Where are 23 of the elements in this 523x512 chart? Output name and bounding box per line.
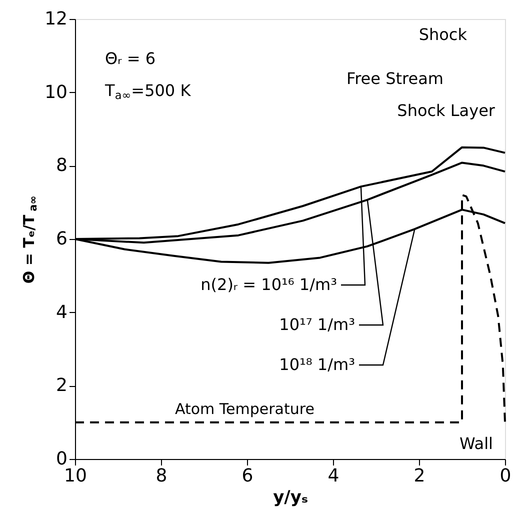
- x-tick-label: 2: [414, 466, 426, 486]
- series-label: Atom Temperature: [175, 400, 314, 418]
- y-tick-label: 4: [56, 302, 68, 323]
- annotation: Θᵣ = 6: [105, 49, 156, 68]
- text: 10¹⁷ 1/m³: [279, 315, 355, 334]
- x-tick-label: 4: [328, 466, 340, 486]
- y-axis-title: Θ = Tₑ/Ta∞: [20, 196, 40, 284]
- y-tick-label: 8: [56, 155, 68, 176]
- annotation: Free Stream: [346, 69, 444, 88]
- y-tick-label: 2: [56, 375, 68, 396]
- y-tick-label: 6: [56, 228, 68, 250]
- y-tick-label: 0: [56, 448, 68, 470]
- text: n(2)ᵣ = 10¹⁶ 1/m³: [200, 275, 337, 294]
- text: 10¹⁸ 1/m³: [279, 355, 355, 374]
- y-tick-label: 12: [44, 8, 68, 30]
- annotation: Shock: [418, 25, 468, 44]
- y-tick-label: 10: [44, 82, 68, 103]
- x-tick-label: 8: [156, 466, 168, 486]
- x-tick-label: 0: [500, 466, 512, 486]
- x-tick-label: 6: [242, 466, 254, 486]
- annotation: Shock Layer: [397, 101, 496, 120]
- x-axis-title: y/yₛ: [273, 488, 308, 508]
- annotation: Wall: [460, 434, 493, 453]
